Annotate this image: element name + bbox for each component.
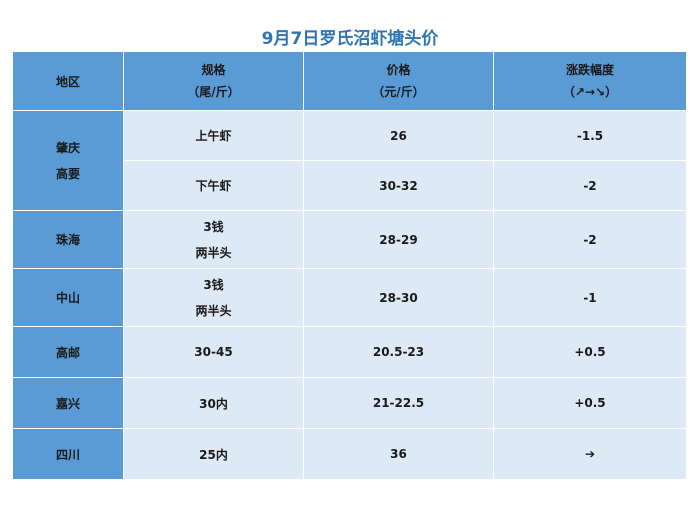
region-cell: 肇庆 高要 (12, 110, 124, 211)
header-change-arrows: （↗→↘） (562, 85, 618, 99)
region-name-line2: 高要 (55, 166, 80, 181)
change-cell: -1 (493, 268, 687, 327)
spec-line2: 两半头 (195, 303, 232, 318)
table-row: 珠海 3钱 两半头 28-29 -2 (12, 210, 687, 269)
change-cell: -2 (493, 210, 687, 269)
header-spec: 规格 （尾/斤） (123, 51, 304, 111)
price-cell: 26 (303, 110, 494, 161)
change-cell-arrow-icon: ➔ (493, 428, 687, 480)
price-table: 地区 规格 （尾/斤） 价格 （元/斤） 涨跌幅度 （↗→↘） 肇庆 高要 上午… (12, 51, 687, 480)
spec-cell: 下午虾 (123, 160, 304, 211)
spec-line2: 两半头 (195, 245, 232, 260)
table-header-row: 地区 规格 （尾/斤） 价格 （元/斤） 涨跌幅度 （↗→↘） (12, 51, 687, 111)
region-name-line1: 肇庆 (55, 140, 80, 155)
table-row: 四川 25内 36 ➔ (12, 428, 687, 480)
price-cell: 20.5-23 (303, 326, 494, 378)
price-cell: 28-29 (303, 210, 494, 269)
spec-cell: 30内 (123, 377, 304, 429)
header-spec-label: 规格 (201, 63, 226, 77)
region-cell: 四川 (12, 428, 124, 480)
table-row: 嘉兴 30内 21-22.5 +0.5 (12, 377, 687, 429)
header-change: 涨跌幅度 （↗→↘） (493, 51, 687, 111)
header-price: 价格 （元/斤） (303, 51, 494, 111)
table-row: 中山 3钱 两半头 28-30 -1 (12, 268, 687, 327)
change-cell: +0.5 (493, 377, 687, 429)
page-title: 9月7日罗氏沼虾塘头价 (261, 29, 439, 49)
spec-line1: 3钱 (203, 277, 224, 292)
table-row: 高邮 30-45 20.5-23 +0.5 (12, 326, 687, 378)
region-cell: 中山 (12, 268, 124, 327)
table-row: 肇庆 高要 上午虾 26 -1.5 (12, 110, 687, 211)
change-cell: -2 (493, 160, 687, 211)
price-cell: 30-32 (303, 160, 494, 211)
region-cell: 嘉兴 (12, 377, 124, 429)
spec-cell: 25内 (123, 428, 304, 480)
region-cell: 珠海 (12, 210, 124, 269)
region-cell: 高邮 (12, 326, 124, 378)
change-cell: +0.5 (493, 326, 687, 378)
header-region: 地区 (12, 51, 124, 111)
header-price-label: 价格 (386, 63, 411, 77)
spec-cell: 3钱 两半头 (123, 268, 304, 327)
spec-cell: 上午虾 (123, 110, 304, 161)
table-row: 下午虾 30-32 -2 (13, 160, 687, 211)
header-price-unit: （元/斤） (372, 85, 425, 99)
price-cell: 36 (303, 428, 494, 480)
change-cell: -1.5 (493, 110, 687, 161)
spec-cell: 30-45 (123, 326, 304, 378)
spec-cell: 3钱 两半头 (123, 210, 304, 269)
price-cell: 21-22.5 (303, 377, 494, 429)
header-spec-unit: （尾/斤） (187, 85, 240, 99)
price-cell: 28-30 (303, 268, 494, 327)
header-change-label: 涨跌幅度 (565, 63, 614, 77)
spec-line1: 3钱 (203, 219, 224, 234)
